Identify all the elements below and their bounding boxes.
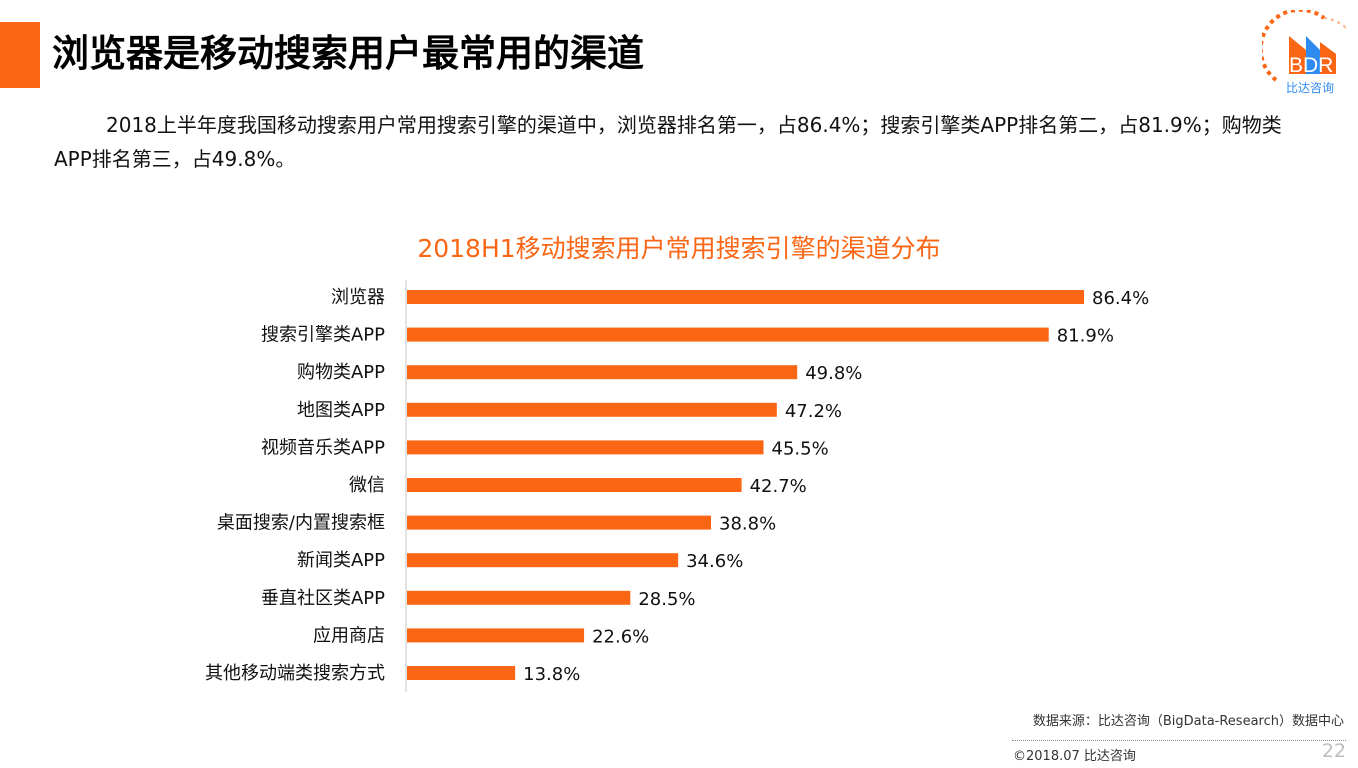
category-label: 浏览器 bbox=[331, 287, 385, 308]
value-label: 47.2% bbox=[785, 401, 842, 422]
bar bbox=[407, 290, 1084, 304]
bar bbox=[407, 590, 631, 605]
logo-block-orange-2 bbox=[1320, 42, 1336, 74]
bar bbox=[407, 402, 777, 417]
value-label: 38.8% bbox=[719, 514, 776, 535]
category-label: 地图类APP bbox=[297, 400, 385, 421]
category-label: 应用商店 bbox=[313, 625, 385, 646]
page-title: 浏览器是移动搜索用户最常用的渠道 bbox=[52, 32, 644, 75]
value-label: 81.9% bbox=[1057, 326, 1114, 347]
category-label: 其他移动端类搜索方式 bbox=[205, 663, 385, 684]
logo-arc-fade bbox=[1323, 17, 1347, 29]
value-label: 49.8% bbox=[805, 363, 862, 384]
value-label: 13.8% bbox=[523, 664, 580, 685]
bar bbox=[407, 478, 742, 492]
category-label: 垂直社区类APP bbox=[261, 588, 385, 609]
bars-group: 浏览器 86.4% 搜索引擎类APP 81.9% 购物类APP 49.8% 地图类APP 47… bbox=[205, 287, 1149, 685]
page-number: 22 bbox=[1321, 740, 1346, 762]
bdr-logo: BDR 比达咨询 bbox=[1258, 7, 1354, 98]
logo-text: BDR bbox=[1289, 54, 1333, 77]
footer-divider bbox=[1012, 740, 1346, 741]
bar bbox=[407, 440, 764, 455]
chart-title: 2018H1移动搜索用户常用搜索引擎的渠道分布 bbox=[0, 229, 1358, 265]
logo-subtitle: 比达咨询 bbox=[1286, 80, 1334, 95]
logo-block-blue bbox=[1306, 36, 1320, 74]
category-label: 新闻类APP bbox=[297, 550, 385, 571]
category-label: 购物类APP bbox=[297, 362, 385, 383]
value-label: 22.6% bbox=[592, 626, 649, 647]
bar bbox=[407, 666, 516, 680]
value-label: 42.7% bbox=[750, 476, 807, 497]
category-label: 微信 bbox=[349, 475, 385, 496]
data-source: 数据来源：比达咨询（BigData-Research）数据中心 bbox=[1032, 714, 1344, 729]
summary-paragraph: 2018上半年度我国移动搜索用户常用搜索引擎的渠道中，浏览器排名第一，占86.4… bbox=[54, 113, 1282, 171]
logo-block-orange-1 bbox=[1289, 36, 1306, 74]
bar bbox=[407, 515, 712, 530]
bar bbox=[407, 327, 1049, 342]
value-label: 28.5% bbox=[638, 589, 695, 610]
value-label: 86.4% bbox=[1092, 288, 1149, 309]
category-label: 桌面搜索/内置搜索框 bbox=[217, 513, 385, 534]
copyright: ©2018.07 比达咨询 bbox=[1013, 749, 1136, 764]
bar bbox=[407, 628, 585, 643]
bar bbox=[407, 553, 679, 568]
logo-arc bbox=[1258, 7, 1326, 82]
bar bbox=[407, 365, 798, 380]
value-label: 45.5% bbox=[772, 438, 829, 459]
bdr-logo-icon: BDR 比达咨询 bbox=[1258, 7, 1347, 95]
title-accent-bar bbox=[0, 22, 40, 88]
value-label: 34.6% bbox=[686, 551, 743, 572]
category-label: 搜索引擎类APP bbox=[261, 325, 385, 346]
chart-title-text: 2018H1移动搜索用户常用搜索引擎的渠道分布 bbox=[417, 234, 941, 263]
category-label: 视频音乐类APP bbox=[261, 437, 385, 458]
